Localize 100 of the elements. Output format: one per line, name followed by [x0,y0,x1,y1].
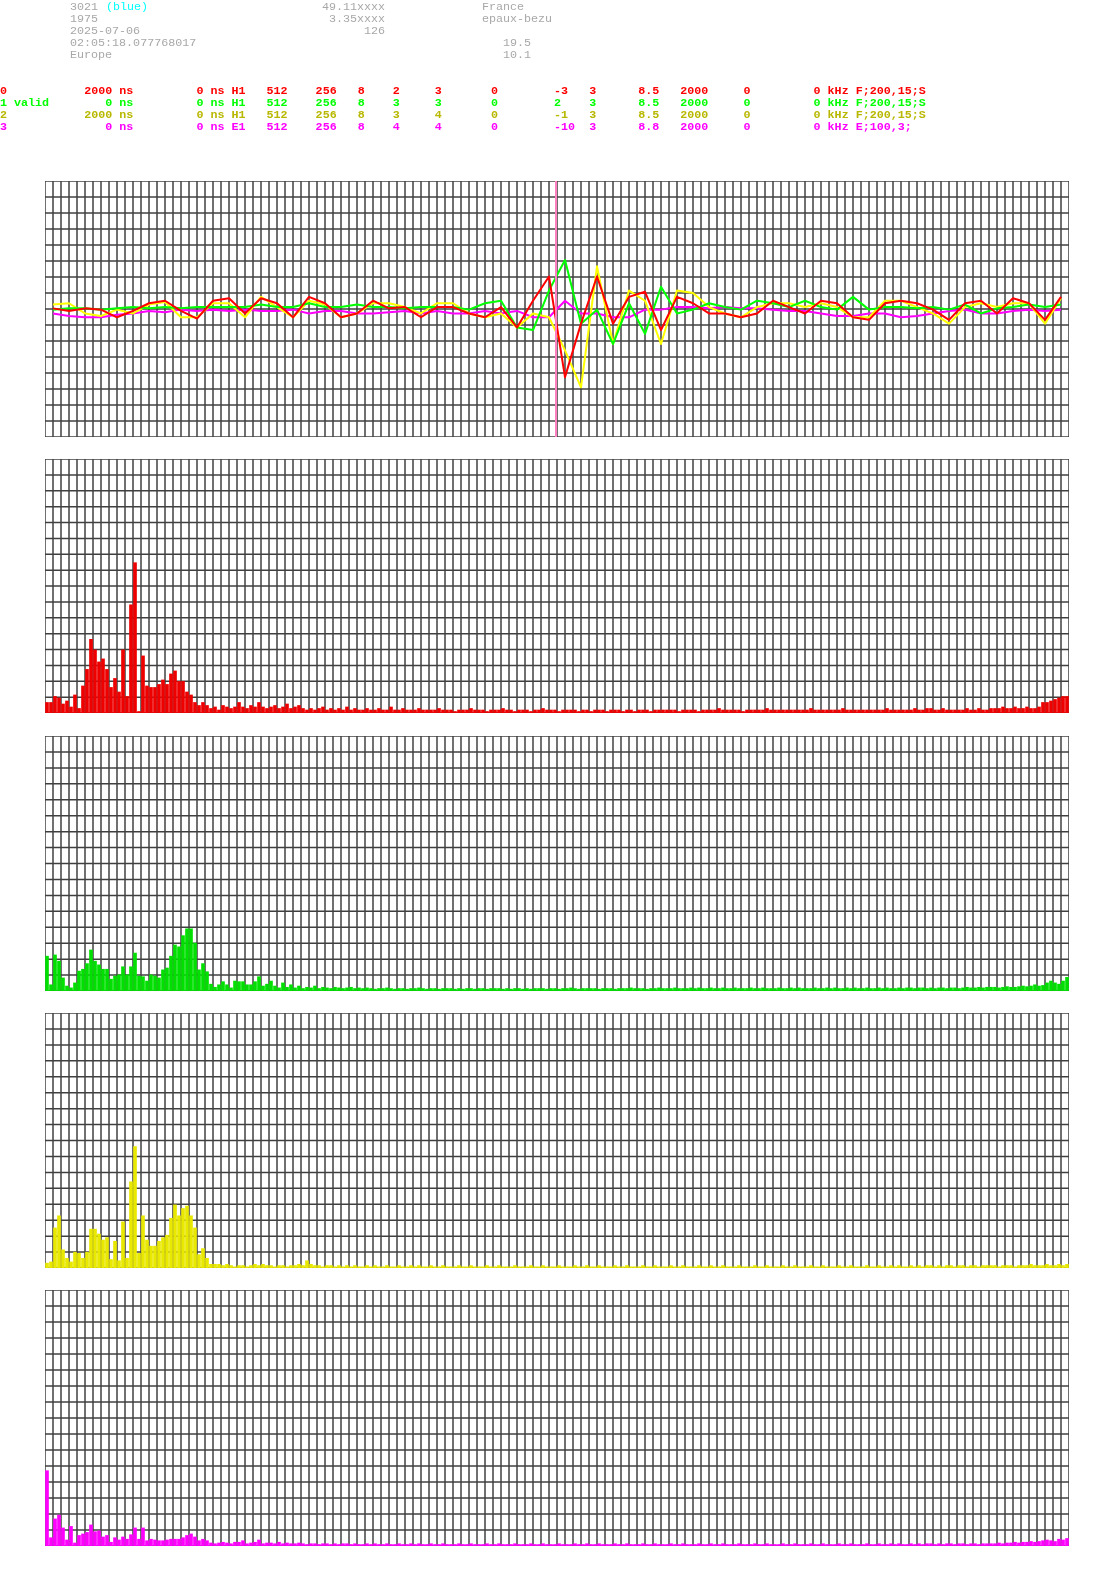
bar [257,702,261,713]
bar [321,1543,325,1546]
bar [153,1539,157,1546]
bar [513,1265,517,1268]
bar [89,1228,93,1268]
bar [549,988,553,991]
bar [105,1237,109,1268]
bar [201,963,205,991]
bar [537,709,541,713]
bar [505,709,509,713]
bar [757,988,761,991]
bar [409,1265,413,1268]
bar [581,988,585,991]
bar [1065,1538,1069,1546]
bar [969,987,973,991]
bar [261,1543,265,1546]
bar [469,708,473,713]
bar [385,987,389,991]
bar [765,1543,769,1546]
bar [701,709,705,713]
bar [281,982,285,991]
text: 1975 [70,12,99,26]
bar [293,1265,297,1268]
bar [705,988,709,991]
bar [929,1265,933,1268]
bar [477,709,481,713]
bar [1033,984,1037,991]
bar [185,928,189,991]
bar [185,1205,189,1268]
bar [53,696,57,713]
bar [909,1265,913,1268]
bar [189,1533,193,1546]
bar [897,1543,901,1546]
bar [629,709,633,713]
bar [625,1265,629,1268]
bar [569,709,573,713]
bar [669,709,673,713]
bar [769,709,773,713]
bar [249,1542,253,1546]
bar [809,1265,813,1268]
bar [897,1265,901,1268]
bar [937,1265,941,1268]
bar [245,708,249,713]
bar [837,1543,841,1546]
bar [909,987,913,991]
bar [961,1265,965,1268]
bar [157,1240,161,1268]
bar [589,988,593,991]
bar [113,1537,117,1546]
text: 1 valid 0 ns 0 ns H1 512 256 8 3 3 0 2 3 8.5 2000 0 0 kHz F;200,15;S [0,96,926,110]
bar [249,984,253,991]
bar [317,708,321,713]
bar [633,988,637,991]
bar [313,709,317,713]
bar [1021,1541,1025,1546]
bar [217,1264,221,1268]
bar [561,988,565,991]
bar [1013,1541,1017,1546]
bar [141,1215,145,1268]
bar [641,988,645,991]
bar [1017,708,1021,713]
bar [469,1265,473,1268]
bar [745,709,749,713]
bar [541,988,545,991]
bar [597,709,601,713]
bar [585,1543,589,1546]
bar [173,1538,177,1546]
bar [725,988,729,991]
bar [613,988,617,991]
bar [397,1265,401,1268]
bar [525,709,529,713]
bar [717,708,721,713]
bar [957,1543,961,1546]
bar [273,705,277,713]
bar [901,988,905,991]
bar [961,709,965,713]
bar [1041,985,1045,991]
bar [113,1240,117,1268]
bar [1001,706,1005,713]
bar [465,988,469,991]
bar [597,1543,601,1546]
bar [865,1265,869,1268]
bar [801,988,805,991]
bar [765,1265,769,1268]
bar [977,986,981,991]
bar [733,709,737,713]
bar [985,1543,989,1546]
bar [249,705,253,713]
bar [837,1265,841,1268]
bar [429,709,433,713]
bar [569,987,573,991]
bar [809,988,813,991]
bar [685,988,689,991]
text: 49.11xxxx [321,0,385,14]
text: 3021 [70,0,99,14]
text: 3 0 ns 0 ns E1 512 256 8 4 4 0 -10 3 8.8 2000 0 0 kHz E;100,3; [0,120,912,134]
bar [397,709,401,713]
bar [701,988,705,991]
bar [441,1543,445,1546]
bar [605,988,609,991]
